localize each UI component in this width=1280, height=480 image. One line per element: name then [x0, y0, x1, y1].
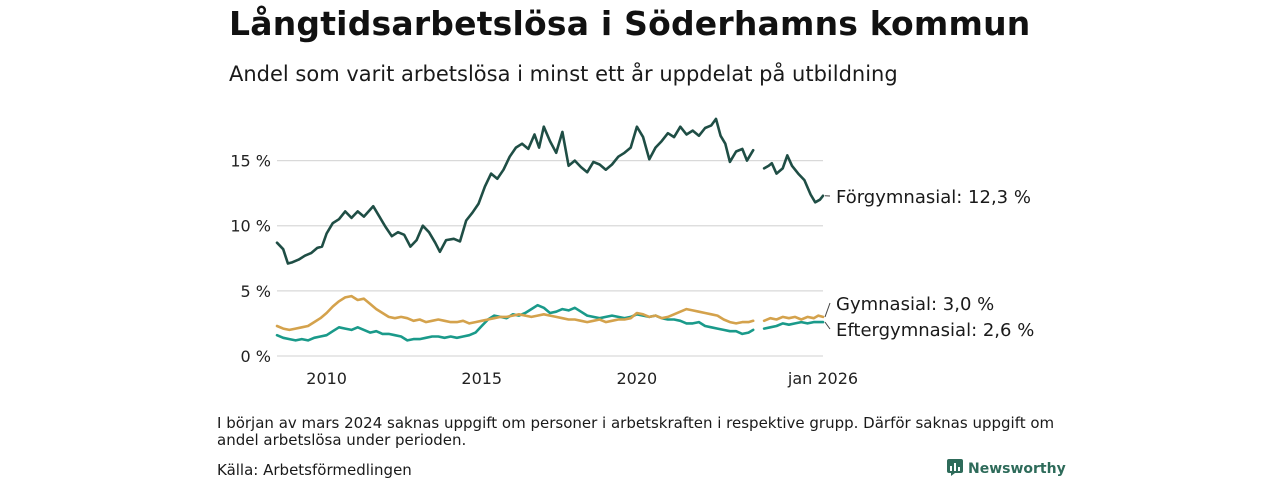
x-axis-ticks: 2010 2015 2020 jan 2026 [306, 369, 858, 388]
newsworthy-icon [946, 458, 964, 480]
series-line-eftergymnasial-segment-2 [762, 320, 825, 330]
series-line-förgymnasial-segment-1 [275, 117, 755, 265]
newsworthy-logo[interactable]: Newsworthy [946, 458, 1066, 480]
series-line-förgymnasial-segment-2 [762, 154, 825, 204]
y-tick-label: 0 % [241, 347, 271, 366]
x-tick-label: jan 2026 [787, 369, 858, 388]
series-label-eftergymnasial: Eftergymnasial: 2,6 % [836, 320, 1034, 341]
x-tick-label: 2010 [306, 369, 347, 388]
series-labels: Förgymnasial: 12,3 % Gymnasial: 3,0 % Efte… [824, 187, 1034, 341]
x-tick-label: 2015 [461, 369, 502, 388]
series-lines [275, 117, 825, 342]
label-leader-line [824, 321, 831, 330]
y-axis-ticks: 0 % 5 % 10 % 15 % [230, 152, 271, 366]
chart-title: Långtidsarbetslösa i Söderhamns kommun [229, 4, 1031, 43]
series-label-gymnasial: Gymnasial: 3,0 % [836, 294, 994, 315]
y-tick-label: 15 % [230, 152, 271, 171]
line-chart: 0 % 5 % 10 % 15 % 2010 2015 2020 jan 2026 Förg… [230, 117, 1034, 388]
series-line-gymnasial-segment-2 [762, 314, 825, 323]
source-text: Källa: Arbetsförmedlingen [217, 461, 412, 479]
series-line-gymnasial-segment-1 [275, 294, 755, 332]
x-tick-label: 2020 [617, 369, 658, 388]
y-tick-label: 5 % [241, 282, 271, 301]
footnote: I början av mars 2024 saknas uppgift om … [217, 414, 1055, 449]
brand-name: Newsworthy [968, 461, 1066, 477]
y-tick-label: 10 % [230, 217, 271, 236]
label-leader-line [824, 302, 831, 318]
chart-subtitle: Andel som varit arbetslösa i minst ett å… [229, 62, 898, 86]
series-label-förgymnasial: Förgymnasial: 12,3 % [836, 187, 1031, 208]
